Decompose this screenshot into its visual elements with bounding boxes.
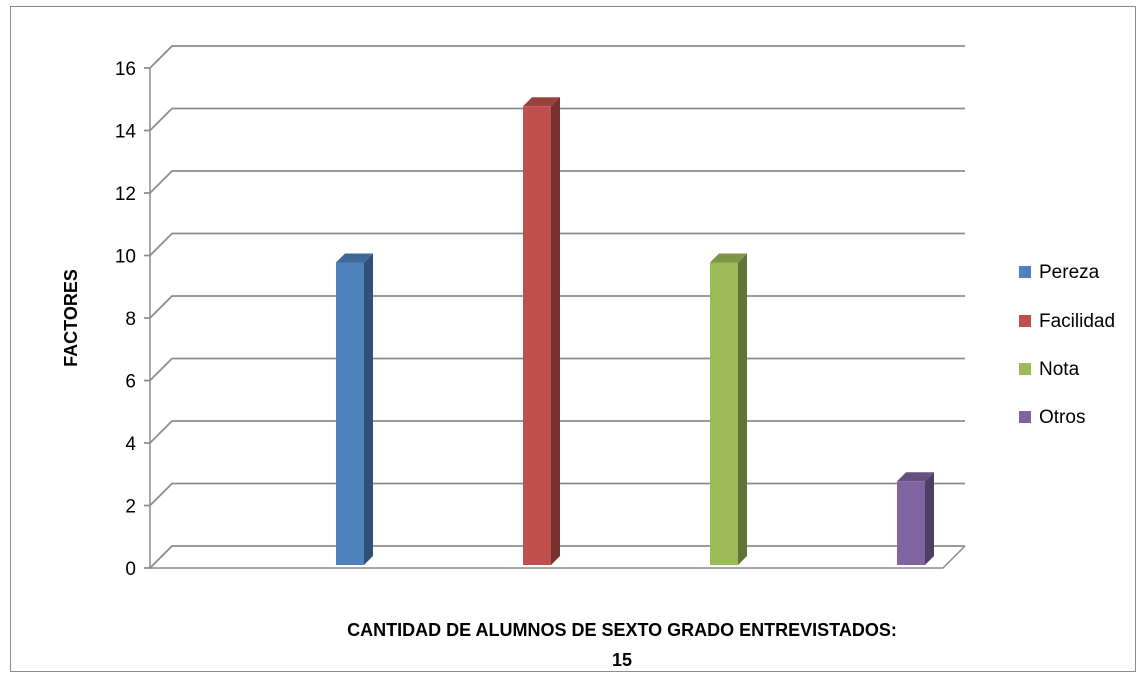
bar-side — [738, 253, 747, 565]
gridline — [144, 295, 965, 319]
bar-top — [897, 472, 934, 482]
gridline — [144, 170, 965, 194]
y-tick-label: 12 — [115, 184, 136, 205]
gridline — [144, 232, 965, 257]
legend-label: Otros — [1039, 407, 1085, 428]
bar-front — [897, 481, 925, 565]
bar-side — [551, 97, 560, 565]
bar-pereza — [336, 253, 373, 565]
bar-side — [364, 253, 373, 565]
gridlines — [144, 45, 966, 569]
gridline — [144, 482, 965, 507]
bar-otros — [897, 472, 934, 565]
gridline — [144, 107, 965, 132]
legend-swatch — [1019, 411, 1031, 423]
y-tick-label: 8 — [125, 309, 136, 330]
floor-edge — [150, 545, 966, 569]
y-tick-label: 6 — [125, 372, 136, 393]
y-tick-label: 0 — [125, 559, 136, 580]
y-tick-label: 16 — [115, 59, 136, 80]
bar-front — [523, 106, 551, 565]
y-tick-label: 2 — [125, 497, 136, 518]
y-axis-title: FACTORES — [61, 269, 81, 367]
legend-swatch — [1019, 315, 1031, 327]
bar-front — [710, 262, 738, 565]
gridline — [144, 45, 965, 69]
legend-swatch — [1019, 363, 1031, 375]
bar-top — [336, 253, 373, 263]
gridline — [144, 357, 965, 382]
legend: Pereza Facilidad Nota Otros — [1019, 262, 1115, 428]
bar-side — [925, 472, 934, 565]
legend-label: Pereza — [1039, 262, 1100, 283]
legend-label: Facilidad — [1039, 311, 1115, 332]
y-tick-label: 14 — [115, 122, 137, 143]
bar-top — [710, 253, 747, 263]
chart-frame — [10, 6, 1136, 672]
y-tick-label: 4 — [125, 434, 136, 455]
bar-facilidad — [523, 97, 560, 565]
y-tick-label: 10 — [115, 247, 136, 268]
bar-top — [523, 97, 560, 107]
bar-front — [336, 262, 364, 565]
gridline — [144, 545, 965, 569]
legend-swatch — [1019, 266, 1031, 278]
y-tick-labels: 0 2 4 6 8 10 12 14 16 — [115, 59, 137, 580]
bar-nota — [710, 253, 747, 565]
x-axis-title-line2: 15 — [612, 650, 632, 670]
bars — [336, 97, 934, 565]
legend-label: Nota — [1039, 359, 1080, 380]
x-axis-title-line1: CANTIDAD DE ALUMNOS DE SEXTO GRADO ENTRE… — [347, 620, 897, 640]
gridline — [144, 420, 965, 444]
